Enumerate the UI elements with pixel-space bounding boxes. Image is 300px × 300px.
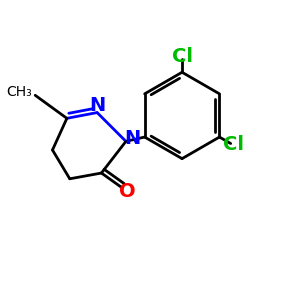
Text: Cl: Cl [223,136,244,154]
Text: N: N [89,96,105,115]
Text: O: O [119,182,136,201]
Text: N: N [124,129,140,148]
Text: CH₃: CH₃ [7,85,32,99]
Text: Cl: Cl [172,47,193,66]
